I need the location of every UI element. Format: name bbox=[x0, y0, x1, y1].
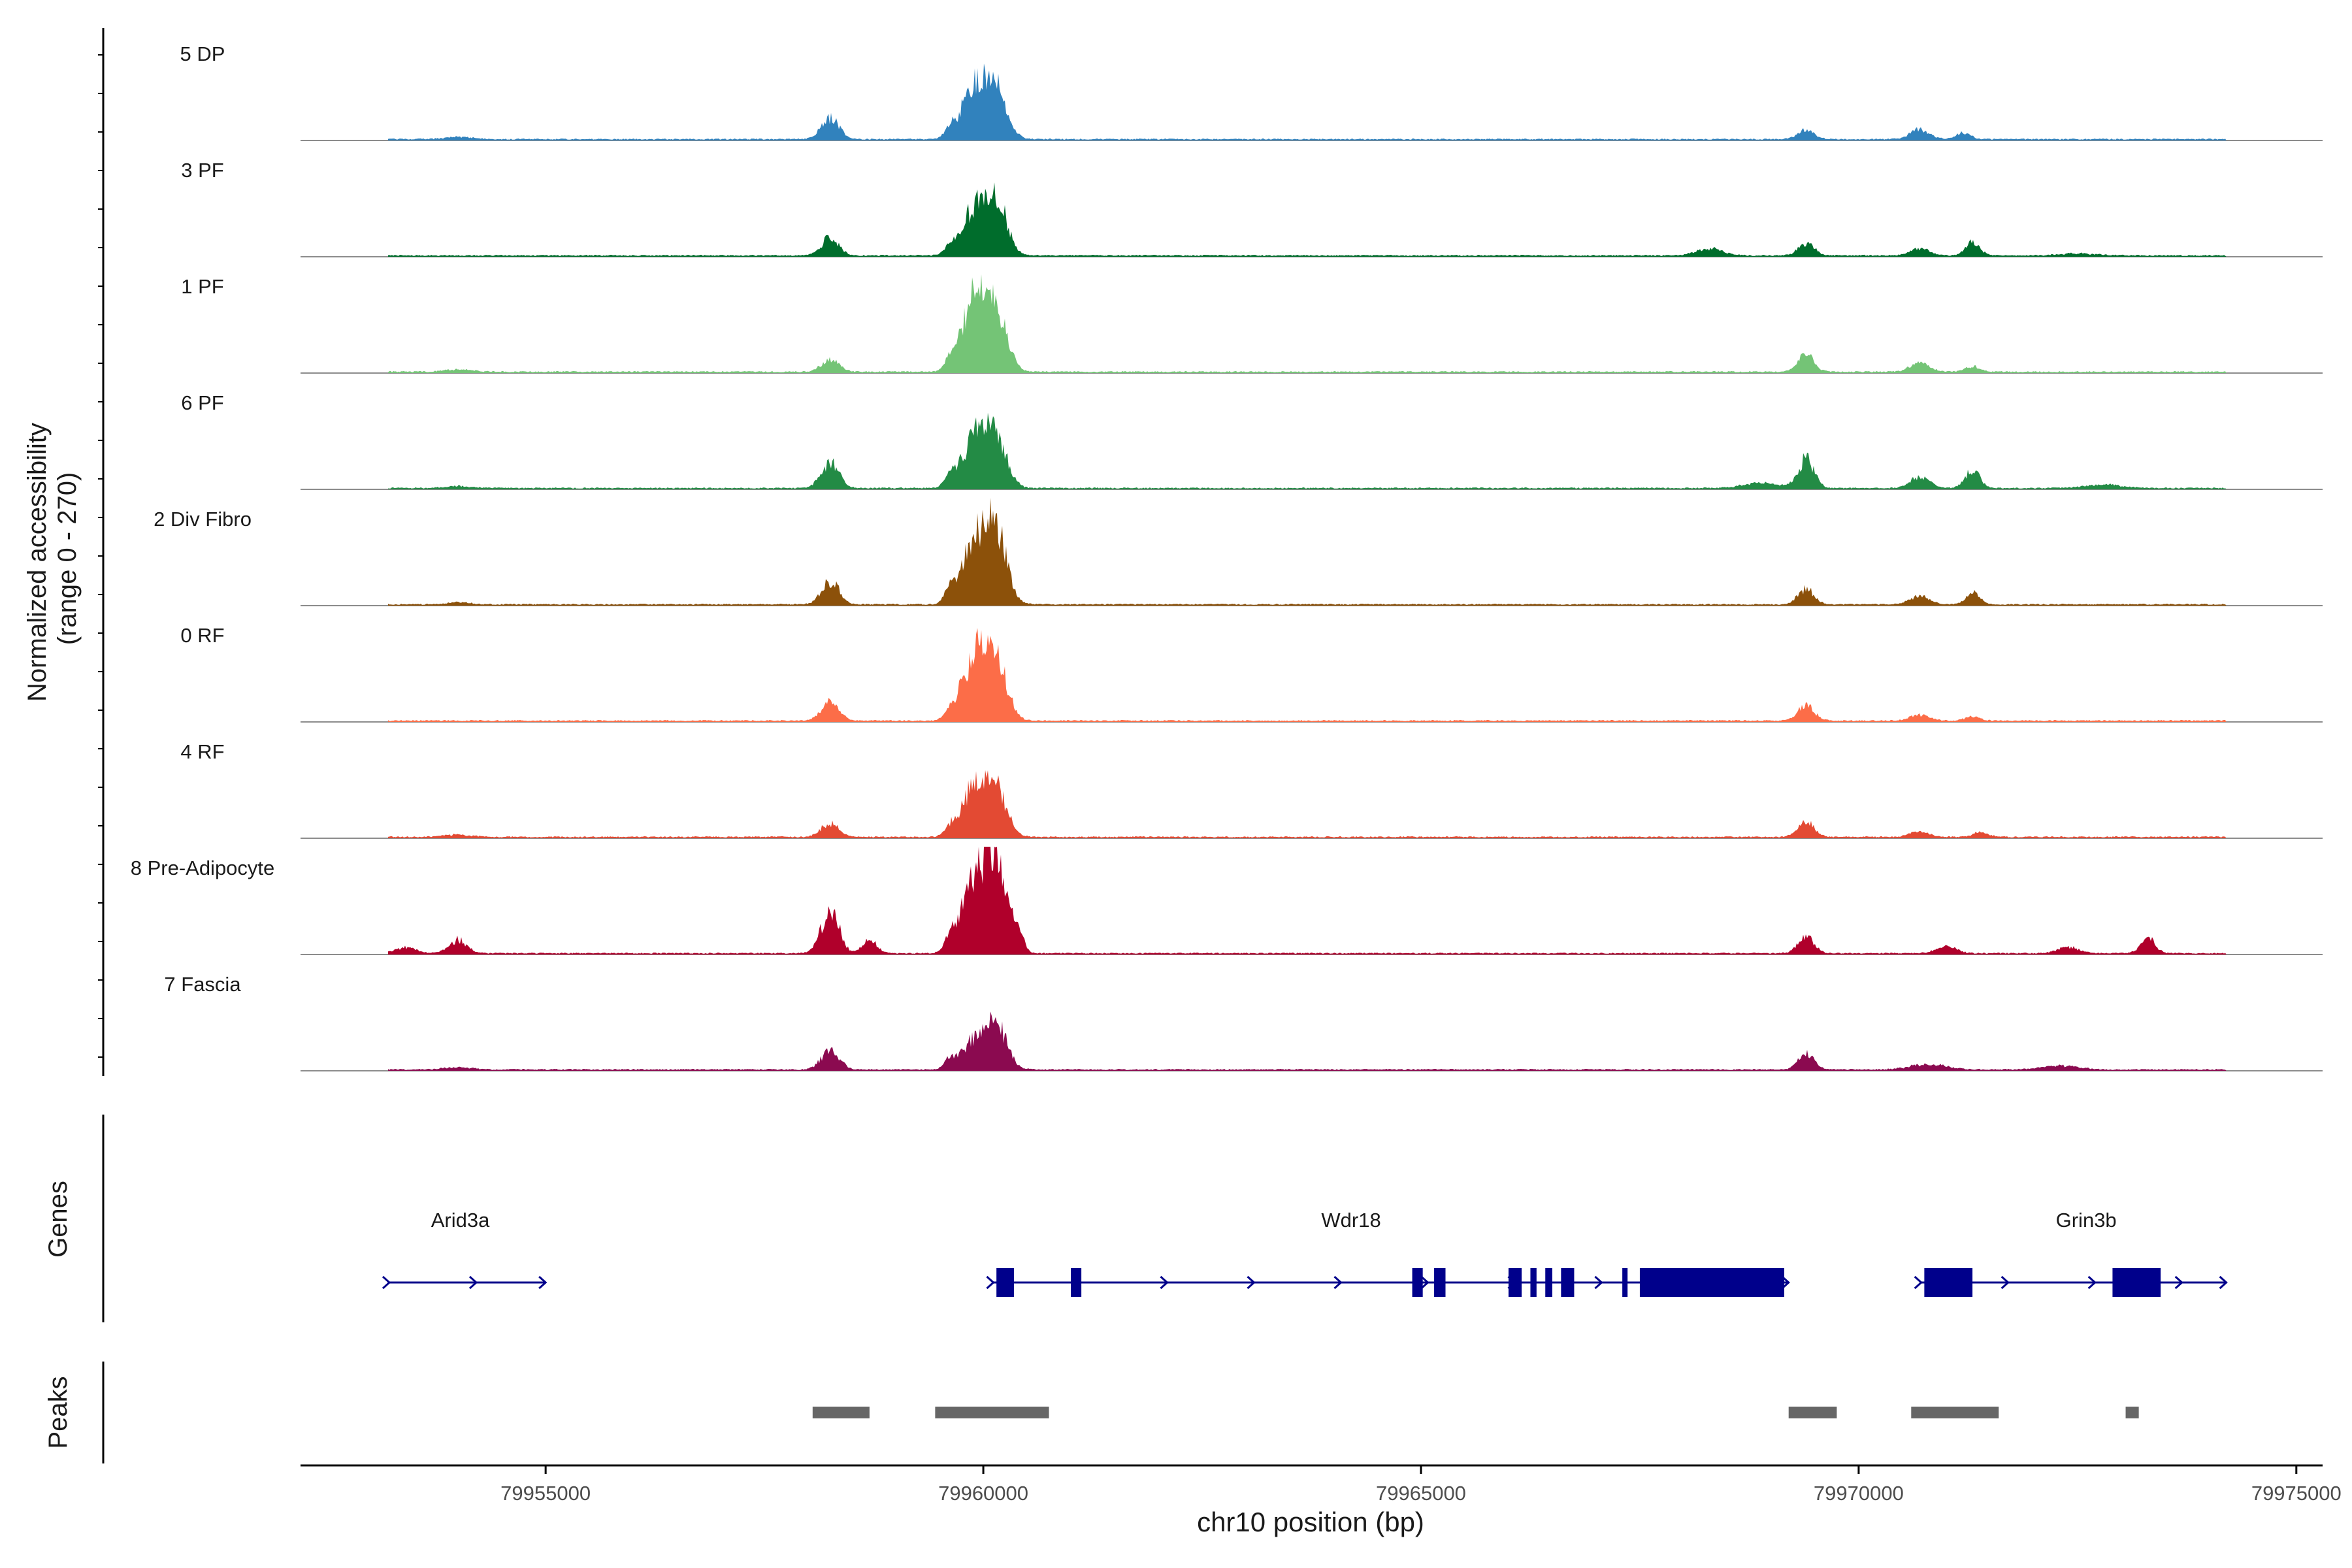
strand-arrow bbox=[1594, 1275, 1603, 1290]
coverage-y-axis-title: Normalized accessibility (range 0 - 270) bbox=[23, 416, 82, 702]
track-label: 8 Pre-Adipocyte bbox=[131, 857, 275, 879]
strand-arrow bbox=[986, 1275, 995, 1290]
gene-annotations: Arid3a Wdr18 Grin3b bbox=[382, 1209, 2228, 1297]
peak-region bbox=[812, 1407, 870, 1418]
coverage-track: 4 RF bbox=[180, 740, 2323, 839]
coverage-track: 0 RF bbox=[180, 624, 2323, 723]
coverage-area bbox=[388, 182, 2227, 257]
exon bbox=[1561, 1268, 1575, 1297]
x-tick-label: 79965000 bbox=[1376, 1482, 1466, 1505]
exon bbox=[1639, 1268, 1785, 1297]
exon bbox=[1545, 1268, 1552, 1297]
track-label: 1 PF bbox=[181, 275, 223, 298]
gene-label: Arid3a bbox=[431, 1209, 490, 1232]
strand-arrow bbox=[2001, 1275, 2010, 1290]
x-tick-label: 79970000 bbox=[1814, 1482, 1904, 1505]
coverage-y-axis-title-line-1: Normalized accessibility bbox=[23, 423, 52, 702]
coverage-track: 5 DP bbox=[180, 42, 2323, 141]
strand-arrow bbox=[1247, 1275, 1256, 1290]
track-label: 3 PF bbox=[181, 159, 223, 182]
strand-arrow bbox=[2087, 1275, 2097, 1290]
strand-arrow bbox=[538, 1275, 547, 1290]
coverage-area bbox=[388, 498, 2227, 606]
coverage-area bbox=[388, 628, 2227, 722]
coverage-area bbox=[388, 63, 2227, 140]
peaks-panel-title: Peaks bbox=[44, 1376, 73, 1448]
track-label: 4 RF bbox=[180, 740, 224, 763]
strand-arrow bbox=[468, 1275, 478, 1290]
peak-region bbox=[1788, 1407, 1837, 1418]
track-label: 7 Fascia bbox=[164, 973, 241, 996]
exon bbox=[1622, 1268, 1628, 1297]
track-label: 0 RF bbox=[180, 624, 224, 647]
gene: Wdr18 bbox=[986, 1209, 1790, 1297]
peak-region bbox=[935, 1407, 1049, 1418]
strand-arrow bbox=[2219, 1275, 2228, 1290]
strand-arrow bbox=[1160, 1275, 1169, 1290]
exon bbox=[1924, 1268, 1973, 1297]
exon bbox=[996, 1268, 1014, 1297]
coverage-y-axis-title-line-2: (range 0 - 270) bbox=[53, 472, 82, 645]
strand-arrow bbox=[1333, 1275, 1343, 1290]
coverage-track: 7 Fascia bbox=[164, 973, 2323, 1071]
exon bbox=[1412, 1268, 1423, 1297]
strand-arrow bbox=[382, 1275, 391, 1290]
gene: Arid3a bbox=[382, 1209, 547, 1290]
genes-panel-title: Genes bbox=[44, 1181, 73, 1258]
coverage-area bbox=[388, 847, 2227, 955]
coverage-y-axis-ticks bbox=[98, 54, 103, 1058]
coverage-area bbox=[388, 412, 2227, 489]
exon bbox=[2112, 1268, 2161, 1297]
gene: Grin3b bbox=[1914, 1209, 2228, 1297]
peak-region bbox=[2125, 1407, 2139, 1418]
strand-arrow bbox=[1420, 1275, 1429, 1290]
track-label: 2 Div Fibro bbox=[154, 508, 252, 531]
x-axis-title: chr10 position (bp) bbox=[1197, 1507, 1424, 1537]
peak-regions bbox=[812, 1407, 2139, 1418]
exon bbox=[1508, 1268, 1522, 1297]
x-tick-label: 79960000 bbox=[938, 1482, 1028, 1505]
coverage-track: 6 PF bbox=[181, 391, 2323, 490]
coverage-area bbox=[388, 770, 2227, 838]
strand-arrow bbox=[2174, 1275, 2183, 1290]
exon bbox=[1530, 1268, 1537, 1297]
strand-arrow bbox=[1781, 1275, 1790, 1290]
track-label: 6 PF bbox=[181, 391, 223, 414]
gene-label: Wdr18 bbox=[1321, 1209, 1380, 1232]
coverage-track: 2 Div Fibro bbox=[154, 498, 2323, 606]
coverage-track: 8 Pre-Adipocyte bbox=[131, 847, 2323, 955]
x-axis-ticks: 79955000 79960000 79965000 79970000 79975000 bbox=[500, 1465, 2342, 1505]
coverage-tracks: 5 DP 3 PF 1 PF 6 PF 2 Div Fibro 0 RF 4 RF 8 Pre… bbox=[131, 42, 2323, 1071]
coverage-track: 1 PF bbox=[181, 274, 2323, 374]
coverage-area bbox=[388, 1011, 2227, 1071]
gene-label: Grin3b bbox=[2056, 1209, 2117, 1232]
coverage-track: 3 PF bbox=[181, 159, 2323, 257]
exon bbox=[1434, 1268, 1446, 1297]
exon bbox=[1071, 1268, 1082, 1297]
strand-arrow bbox=[1914, 1275, 1923, 1290]
track-label: 5 DP bbox=[180, 42, 225, 65]
x-tick-label: 79955000 bbox=[500, 1482, 591, 1505]
x-tick-label: 79975000 bbox=[2251, 1482, 2342, 1505]
coverage-area bbox=[388, 274, 2227, 373]
peak-region bbox=[1911, 1407, 1999, 1418]
